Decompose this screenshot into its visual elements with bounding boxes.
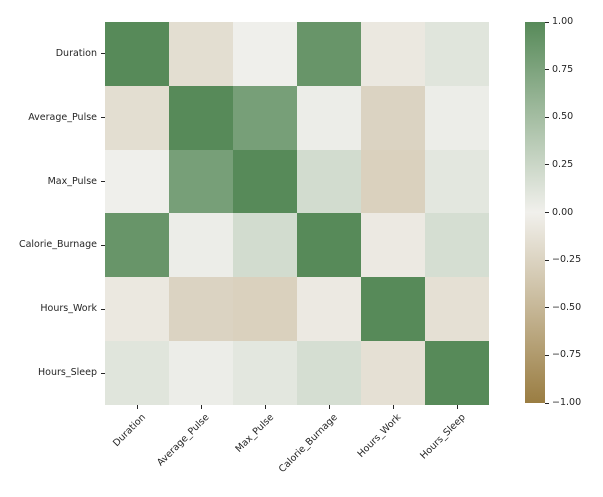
colorbar-tick-label: −0.25 [552,254,582,266]
colorbar-tick-label: 1.00 [552,16,574,27]
colorbar-tick-label: 0.00 [552,206,574,218]
y-tick-mark [101,244,105,246]
x-tick-mark [136,405,138,409]
heatmap-cell [169,22,233,86]
colorbar-tick-label: 0.75 [552,63,574,75]
heatmap-cell [105,213,169,278]
heatmap-cell [297,22,361,86]
x-tick-mark [200,405,202,409]
x-tick-label: Calorie_Burnage [276,412,340,475]
x-tick-mark [328,405,330,409]
y-tick-label: Calorie_Burnage [18,239,97,251]
colorbar-tick-mark [545,212,549,213]
y-tick-label: Duration [55,47,97,59]
colorbar-tick-mark [545,354,549,356]
colorbar-tick-label: −0.50 [552,301,582,313]
heatmap-cell [361,341,425,405]
heatmap-cell [361,213,425,278]
colorbar-tick-label: −0.75 [552,349,582,361]
y-tick-label: Average_Pulse [28,111,97,123]
x-tick-mark [264,405,266,409]
colorbar-tick-label: 0.50 [552,111,574,123]
heatmap-cell [361,149,425,214]
heatmap-cell [425,149,489,214]
colorbar-tick-mark [545,259,549,261]
heatmap-cell [425,22,489,86]
heatmap-cell [233,213,297,278]
heatmap-cell [297,85,361,150]
heatmap-cell [105,277,169,342]
x-tick-label: Hours_Sleep [418,412,468,462]
colorbar-tick-label: −1.00 [552,397,582,408]
x-tick-label: Average_Pulse [155,412,212,469]
y-tick-mark [101,117,105,119]
x-tick-label: Max_Pulse [233,412,276,455]
colorbar-tick-mark [545,402,549,404]
heatmap-cell [297,149,361,214]
heatmap-cell [105,149,169,214]
heatmap-cell [169,277,233,342]
y-tick-label: Hours_Work [40,303,97,315]
heatmap-cell [425,277,489,342]
heatmap-cell [105,85,169,150]
heatmap-cell [105,341,169,405]
x-tick-mark [392,405,394,409]
y-tick-mark [101,372,105,374]
heatmap-cell [361,277,425,342]
heatmap-cell [233,149,297,214]
y-tick-label: Max_Pulse [47,175,97,187]
heatmap-cell [233,277,297,342]
heatmap-cell [233,85,297,150]
heatmap-cell [297,277,361,342]
heatmap-cell [169,341,233,405]
heatmap-cell [361,22,425,86]
y-tick-mark [101,181,105,183]
heatmap-cell [233,22,297,86]
colorbar-tick-mark [545,69,549,71]
y-tick-mark [101,53,105,55]
colorbar-tick-mark [545,164,549,166]
heatmap-cell [425,341,489,405]
heatmap-cell [169,85,233,150]
heatmap-cell [169,213,233,278]
heatmap-cell [297,213,361,278]
colorbar [525,22,545,403]
heatmap-grid [105,22,489,405]
heatmap-cell [425,213,489,278]
colorbar-tick-label: 0.25 [552,158,574,170]
heatmap-cell [169,149,233,214]
y-tick-mark [101,308,105,310]
heatmap-cell [233,341,297,405]
x-tick-mark [456,405,458,409]
y-tick-label: Hours_Sleep [38,367,97,379]
colorbar-tick-mark [545,116,549,118]
colorbar-tick-mark [545,307,549,309]
heatmap-cell [297,341,361,405]
heatmap-cell [425,85,489,150]
x-tick-label: Duration [110,412,148,449]
x-tick-label: Hours_Work [355,412,404,460]
heatmap-cell [361,85,425,150]
heatmap-cell [105,22,169,86]
colorbar-tick-mark [545,21,549,23]
